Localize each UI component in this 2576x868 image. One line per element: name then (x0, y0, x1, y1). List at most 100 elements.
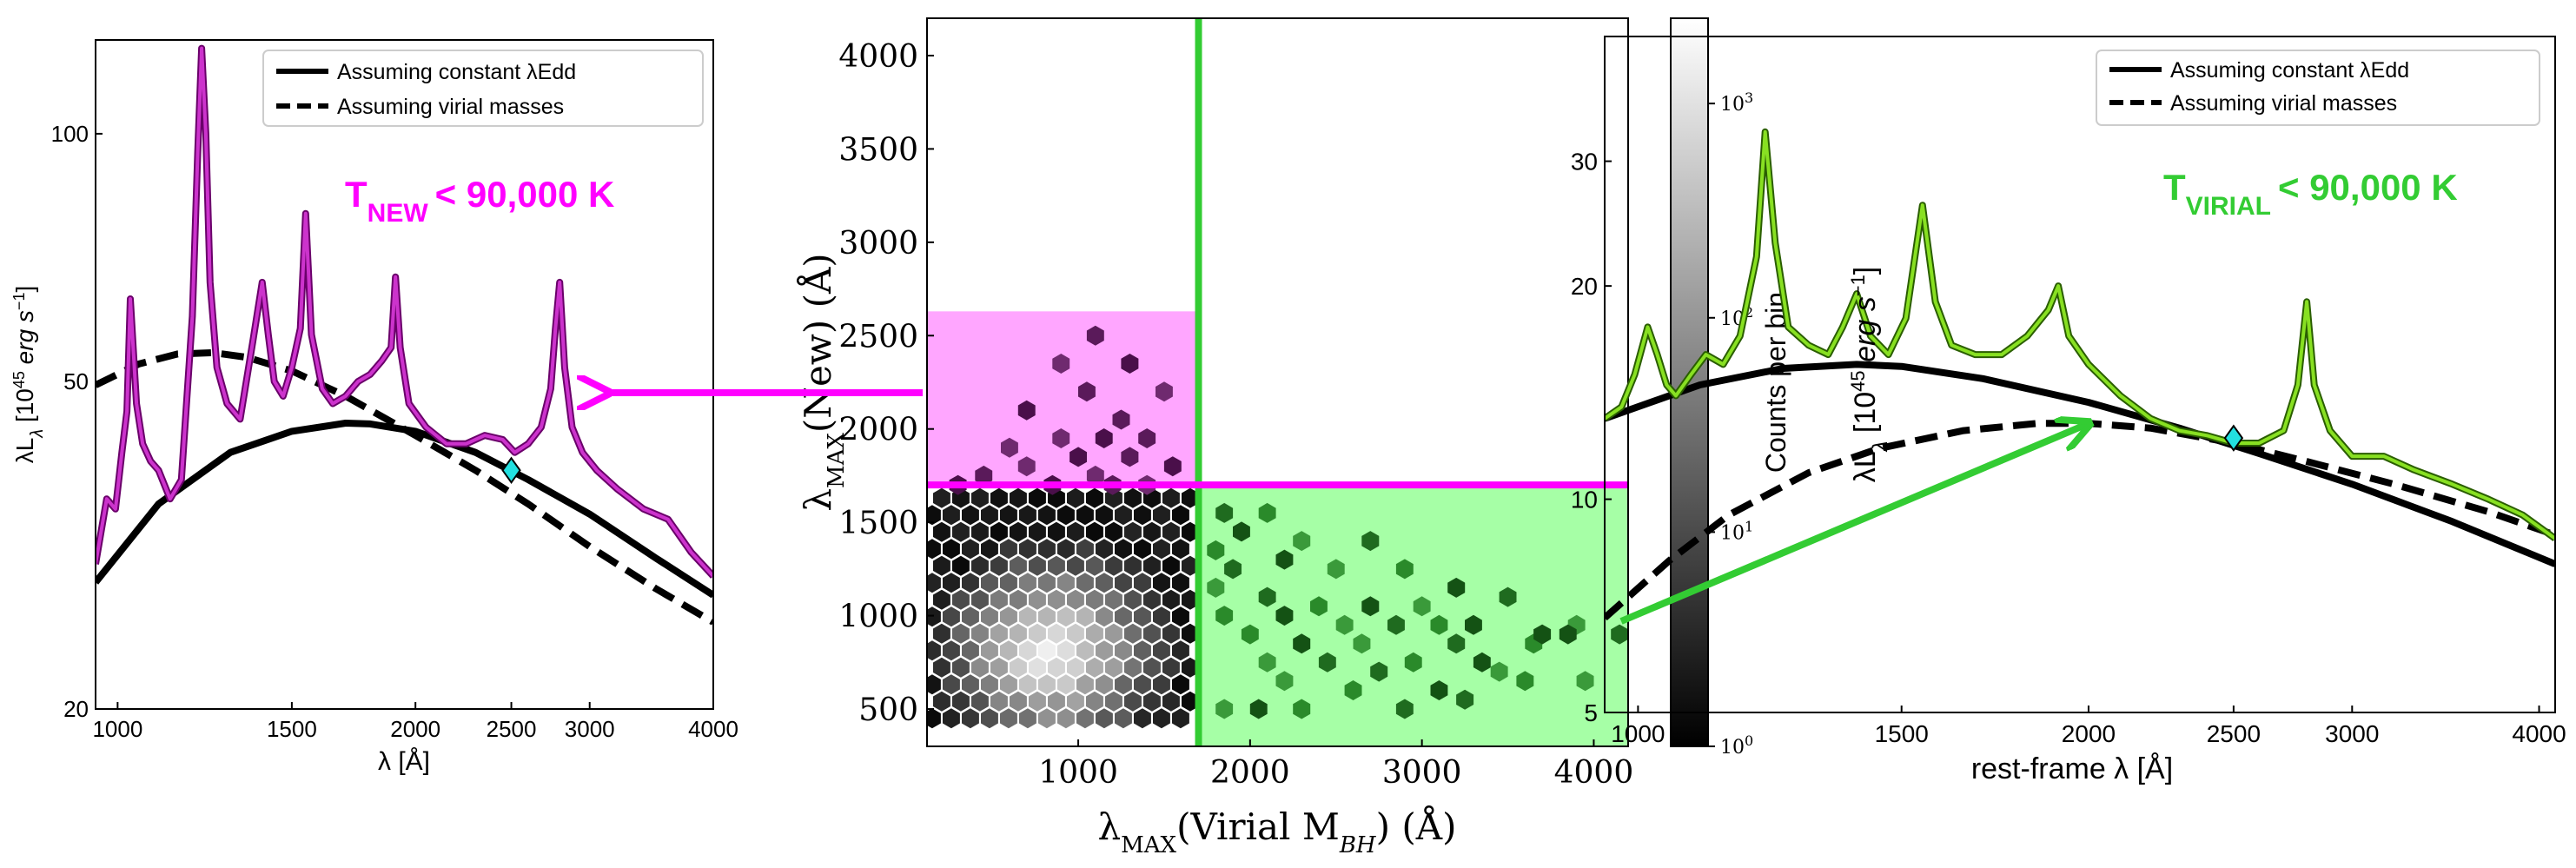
density-hex-bin (990, 555, 1008, 576)
left-xtick-label: 1500 (267, 716, 317, 742)
density-hex-bin (1038, 505, 1056, 526)
density-hex-bin (1096, 708, 1113, 729)
density-hex-bin (1182, 657, 1199, 678)
density-hex-bin (943, 640, 960, 661)
green-region-hex-bin (1241, 624, 1259, 645)
density-hex-bin (1153, 674, 1170, 695)
density-hex-bin (1172, 708, 1189, 729)
density-hex-bin (1153, 539, 1170, 560)
density-hex-bin (962, 573, 979, 593)
density-hex-bin (962, 539, 979, 560)
density-hex-bin (1067, 623, 1084, 644)
magenta-region-hex-bin (1052, 428, 1070, 448)
right-annotation: TVIRIAL < 90,000 K (2163, 167, 2458, 221)
density-hex-bin (927, 640, 941, 661)
density-hex-bin (943, 708, 960, 729)
density-hex-bin (1124, 691, 1142, 712)
density-hex-bin (1019, 606, 1036, 627)
density-hex-bin (933, 623, 950, 644)
right-xtick-label: 4000 (2512, 720, 2566, 747)
density-hex-bin (1057, 674, 1075, 695)
density-hex-bin (1000, 640, 1017, 661)
middle-ytick-label: 2000 (838, 413, 918, 448)
density-hex-bin (962, 674, 979, 695)
density-hex-bin (1086, 555, 1103, 576)
density-hex-bin (1019, 539, 1036, 560)
density-hex-bin (1019, 505, 1036, 526)
density-hex-bin (1057, 606, 1075, 627)
density-hex-bin (927, 573, 941, 593)
density-hex-bin (1029, 555, 1046, 576)
density-hex-bin (981, 640, 998, 661)
green-region-hex-bin (1456, 689, 1474, 710)
density-hex-bin (1010, 555, 1027, 576)
density-hex-bin (1010, 521, 1027, 542)
middle-xlabel: λMAX(Virial MBH) (Å) (1098, 805, 1457, 858)
magenta-region-hex-bin (1001, 437, 1018, 458)
density-hex-bin (1153, 708, 1170, 729)
density-hex-bin (1162, 555, 1180, 576)
density-hex-bin (1124, 589, 1142, 610)
density-hex-bin (1067, 657, 1084, 678)
density-hex-bin (1182, 691, 1199, 712)
density-hex-bin (1096, 539, 1113, 560)
density-hex-bin (1162, 657, 1180, 678)
density-hex-bin (943, 606, 960, 627)
density-hex-bin (1029, 487, 1046, 508)
green-region-hex-bin (1275, 549, 1294, 570)
right-ytick-label: 30 (1571, 148, 1598, 175)
density-hex-bin (990, 589, 1008, 610)
middle-ytick-label: 2500 (838, 319, 918, 354)
right-axes-frame (1604, 36, 2556, 713)
right-ylabel: λLλ [1045 erg s−1] (1847, 267, 1892, 483)
left-legend: Assuming constant λEdd Assuming virial m… (262, 50, 704, 127)
density-hex-bin (943, 505, 960, 526)
green-region-hex-bin (1258, 586, 1276, 607)
density-hex-bin (1076, 573, 1094, 593)
green-region-hex-bin (1490, 661, 1508, 682)
density-hex-bin (1105, 521, 1122, 542)
green-region-hex-bin (1447, 577, 1466, 598)
density-hex-bin (1143, 521, 1161, 542)
green-region-hex-bin (1233, 521, 1250, 542)
green-region-hex-bin (1395, 559, 1414, 580)
green-region-hex-bin (1361, 531, 1380, 552)
density-hex-bin (1096, 640, 1113, 661)
green-region-hex-bin (1430, 614, 1448, 635)
green-region-hex-bin (1249, 699, 1268, 719)
left-ytick-label: 100 (51, 121, 89, 147)
density-hex-bin (1182, 487, 1199, 508)
density-hex-bin (1153, 573, 1170, 593)
green-selection-region (1198, 485, 1628, 746)
green-region-hex-bin (1404, 652, 1422, 673)
density-hex-bin (1134, 640, 1151, 661)
green-region-hex-bin (1395, 699, 1414, 719)
density-hex-bin (1134, 505, 1151, 526)
density-hex-bin (1038, 674, 1056, 695)
density-hex-bin (1000, 539, 1017, 560)
density-hex-bin (971, 555, 989, 576)
density-hex-bin (1134, 573, 1151, 593)
density-hex-bin (1067, 691, 1084, 712)
green-arrow (1619, 423, 2089, 625)
right-ytick-label: 20 (1571, 273, 1598, 300)
density-hex-bin (990, 657, 1008, 678)
density-hex-bin (1115, 708, 1132, 729)
density-hex-bin (933, 487, 950, 508)
density-hex-bin (1124, 657, 1142, 678)
middle-ytick-label: 1000 (838, 600, 918, 635)
density-hex-bin (962, 505, 979, 526)
density-hex-bin (1048, 521, 1065, 542)
density-hex-bin (943, 674, 960, 695)
density-hex-bin (933, 521, 950, 542)
density-hex-bin (1172, 573, 1189, 593)
green-region-hex-bin (1293, 531, 1311, 552)
density-hex-bin (962, 606, 979, 627)
density-hex-bin (1010, 657, 1027, 678)
middle-xtick-label: 3000 (1382, 755, 1462, 791)
density-hex-bin (981, 708, 998, 729)
left-xtick-label: 3000 (565, 716, 615, 742)
green-region-hex-bin (1344, 680, 1362, 700)
left-pivot-marker (501, 456, 521, 484)
right-xtick-label: 1500 (1875, 720, 1929, 747)
